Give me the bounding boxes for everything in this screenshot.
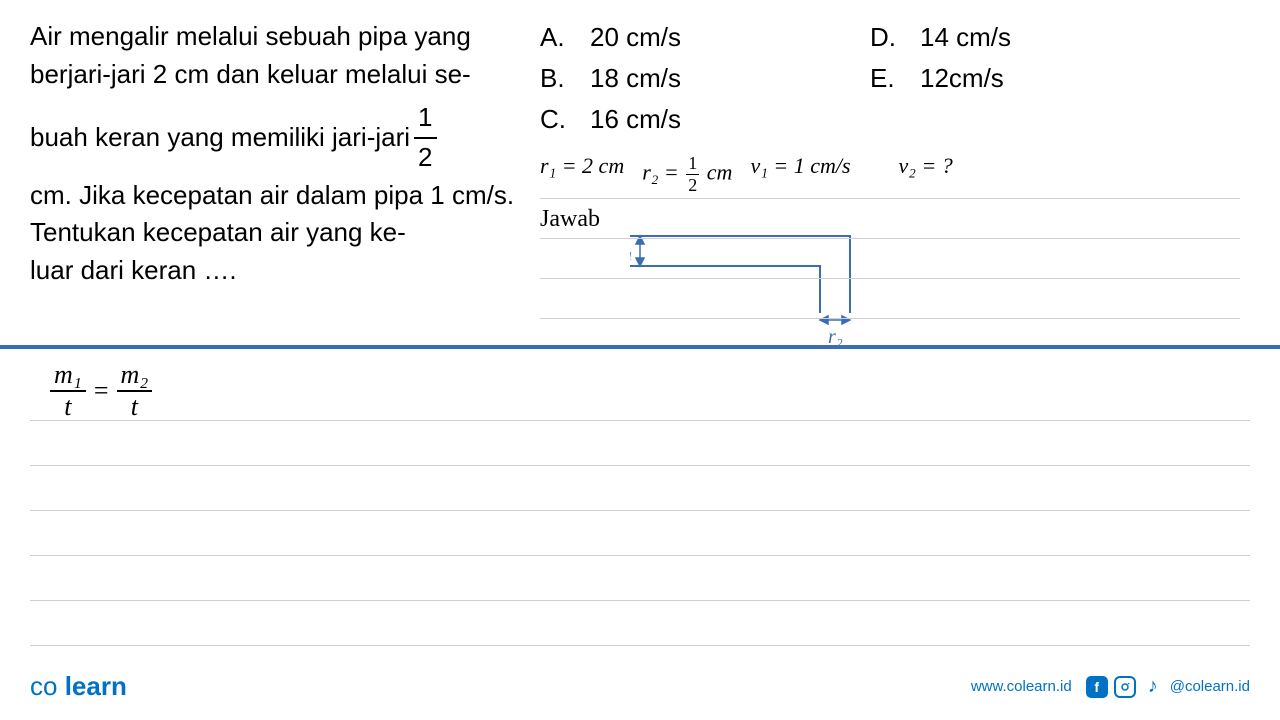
facebook-icon: f <box>1086 676 1108 698</box>
rule-line <box>30 645 1250 646</box>
question-text: Air mengalir melalui sebuah pipa yang be… <box>30 18 530 290</box>
instagram-icon <box>1114 676 1136 698</box>
option-c: C. 16 cm/s <box>540 100 860 139</box>
r1-label: r₁ <box>630 239 633 261</box>
given-r1: r₁ = 2 cm <box>540 153 624 196</box>
rule-line <box>540 198 1240 199</box>
rule-line <box>30 510 1250 511</box>
rule-line <box>30 555 1250 556</box>
rule-line <box>30 465 1250 466</box>
rule-line <box>30 420 1250 421</box>
given-r2: r₂ = 12 cm <box>642 153 732 196</box>
logo: co learn <box>30 671 127 702</box>
q-line2-pre: buah keran yang memiliki jari-jari <box>30 119 410 157</box>
footer: co learn www.colearn.id f ♪ @colearn.id <box>30 671 1250 702</box>
separator-line <box>0 345 1280 349</box>
pipe-diagram: r₁ r₂ <box>630 218 950 358</box>
social-handle: @colearn.id <box>1170 678 1250 695</box>
given-v1: v₁ = 1 cm/s <box>750 153 850 196</box>
given-values: r₁ = 2 cm r₂ = 12 cm v₁ = 1 cm/s v₂ = ? <box>540 153 1240 196</box>
option-e: E. 12cm/s <box>870 59 1250 98</box>
q-line4: luar dari keran …. <box>30 255 237 285</box>
q-line1: Air mengalir melalui sebuah pipa yang be… <box>30 21 471 89</box>
rule-line <box>540 278 1240 279</box>
rule-line <box>540 238 1240 239</box>
social-icons: f ♪ @colearn.id <box>1086 676 1250 698</box>
option-d: D. 14 cm/s <box>870 18 1250 57</box>
continuity-formula: m₁t = m₂t <box>50 360 152 422</box>
answer-options: A. 20 cm/s B. 18 cm/s C. 16 cm/s D. 14 c… <box>540 18 1250 141</box>
given-v2: v₂ = ? <box>899 153 953 196</box>
tiktok-icon: ♪ <box>1142 676 1164 698</box>
q-line3: cm. Jika kecepatan air dalam pipa 1 cm/s… <box>30 180 514 248</box>
rule-line <box>30 600 1250 601</box>
option-a: A. 20 cm/s <box>540 18 860 57</box>
q-fraction: 1 2 <box>414 99 436 176</box>
footer-url: www.colearn.id <box>971 678 1072 695</box>
rule-line <box>540 318 1240 319</box>
jawab-label: Jawab <box>540 206 600 233</box>
option-b: B. 18 cm/s <box>540 59 860 98</box>
